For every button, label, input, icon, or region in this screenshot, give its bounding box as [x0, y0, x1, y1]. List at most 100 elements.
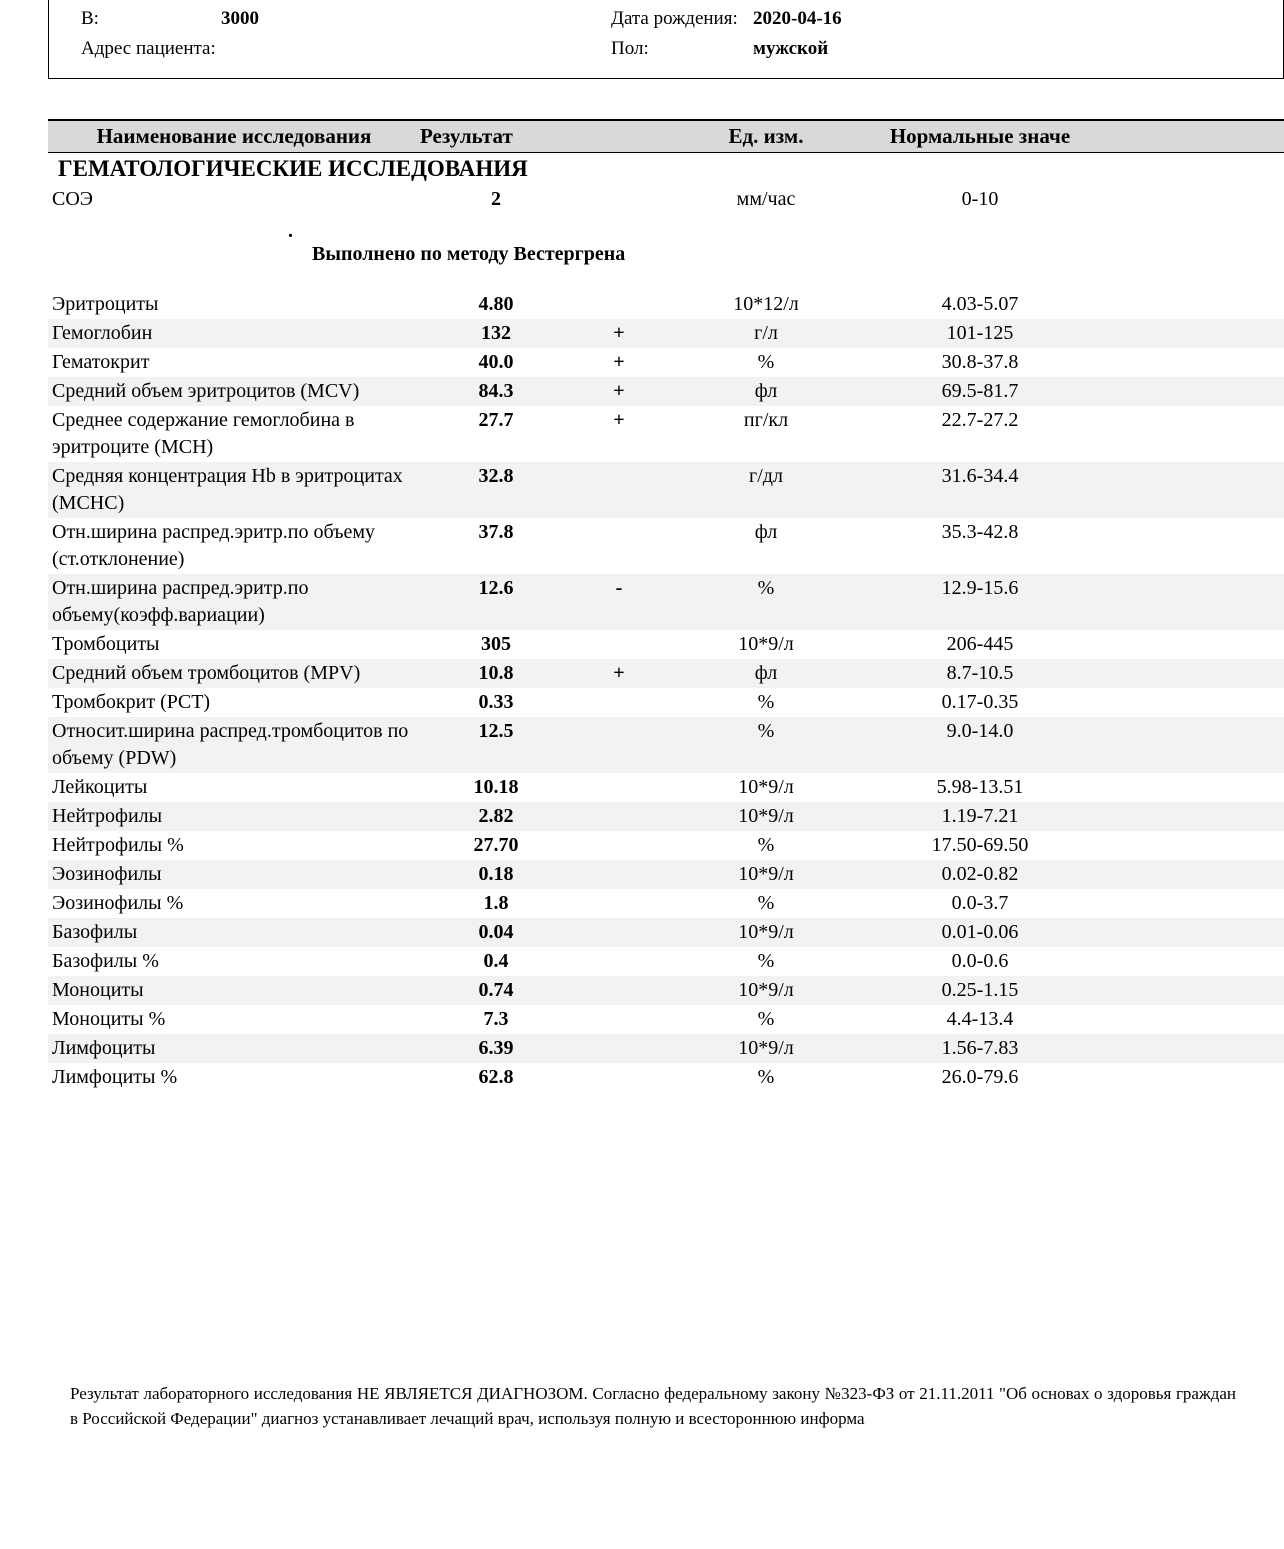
- row-flag: [576, 290, 662, 319]
- table-row: Моноциты %7.3%4.4-13.4: [48, 1005, 1284, 1034]
- table-row: Отн.ширина распред.эритр.по объему(коэфф…: [48, 574, 1284, 630]
- row-unit: г/дл: [662, 462, 870, 518]
- row-unit: %: [662, 947, 870, 976]
- row-ref: 0.17-0.35: [870, 688, 1090, 717]
- table-row: Эритроциты4.8010*12/л4.03-5.07: [48, 290, 1284, 319]
- row-result: 2: [416, 185, 576, 214]
- header-result: Результат: [416, 121, 576, 152]
- row-flag: [576, 831, 662, 860]
- row-unit: %: [662, 831, 870, 860]
- label-addr: Адрес пациента:: [81, 38, 221, 60]
- row-ref: 101-125: [870, 319, 1090, 348]
- table-row: Тромбокрит (PCT)0.33%0.17-0.35: [48, 688, 1284, 717]
- patient-row-1: В: 3000 Дата рождения: 2020-04-16: [49, 4, 1283, 34]
- label-dob: Дата рождения:: [611, 8, 753, 30]
- row-ref: 35.3-42.8: [870, 518, 1090, 574]
- table-row: Средняя концентрация Hb в эритроцитах (M…: [48, 462, 1284, 518]
- row-result: 132: [416, 319, 576, 348]
- row-unit: %: [662, 574, 870, 630]
- row-unit: г/л: [662, 319, 870, 348]
- method-note-block: . Выполнено по методу Вестергрена: [48, 214, 1284, 290]
- table-row: Лимфоциты6.3910*9/л1.56-7.83: [48, 1034, 1284, 1063]
- row-result: 0.74: [416, 976, 576, 1005]
- header-name: Наименование исследования: [48, 121, 416, 152]
- row-result: 37.8: [416, 518, 576, 574]
- row-unit: %: [662, 889, 870, 918]
- header-ref: Нормальные значе: [870, 121, 1090, 152]
- row-ref: 4.03-5.07: [870, 290, 1090, 319]
- table-row: Среднее содержание гемоглобина в эритроц…: [48, 406, 1284, 462]
- row-result: 62.8: [416, 1063, 576, 1092]
- row-unit: 10*9/л: [662, 630, 870, 659]
- row-name: Эозинофилы: [48, 860, 416, 889]
- row-flag: [576, 860, 662, 889]
- row-flag: [576, 1063, 662, 1092]
- value-b: 3000: [221, 8, 611, 30]
- table-row: Гематокрит40.0+%30.8-37.8: [48, 348, 1284, 377]
- row-name: Отн.ширина распред.эритр.по объему(коэфф…: [48, 574, 416, 630]
- row-name: Гематокрит: [48, 348, 416, 377]
- row-ref: 31.6-34.4: [870, 462, 1090, 518]
- table-row: Эозинофилы %1.8%0.0-3.7: [48, 889, 1284, 918]
- row-name: Эозинофилы %: [48, 889, 416, 918]
- row-ref: 26.0-79.6: [870, 1063, 1090, 1092]
- header-flag: [576, 121, 662, 152]
- row-flag: +: [576, 377, 662, 406]
- label-sex: Пол:: [611, 38, 753, 60]
- row-unit: 10*9/л: [662, 860, 870, 889]
- row-result: 0.33: [416, 688, 576, 717]
- row-name: Тромбокрит (PCT): [48, 688, 416, 717]
- value-dob: 2020-04-16: [753, 8, 842, 30]
- row-name: Лейкоциты: [48, 773, 416, 802]
- row-flag: [576, 889, 662, 918]
- footer-disclaimer: Результат лабораторного исследования НЕ …: [70, 1382, 1236, 1431]
- row-result: 7.3: [416, 1005, 576, 1034]
- section-title: ГЕМАТОЛОГИЧЕСКИЕ ИССЛЕДОВАНИЯ: [48, 153, 1284, 185]
- row-ref: 0-10: [870, 185, 1090, 214]
- row-unit: %: [662, 688, 870, 717]
- table-row: Базофилы0.0410*9/л0.01-0.06: [48, 918, 1284, 947]
- row-unit: %: [662, 1063, 870, 1092]
- row-name: СОЭ: [48, 185, 416, 214]
- table-row: Отн.ширина распред.эритр.по объему (ст.о…: [48, 518, 1284, 574]
- value-addr: [221, 38, 611, 60]
- row-flag: [576, 1005, 662, 1034]
- row-unit: %: [662, 1005, 870, 1034]
- row-result: 305: [416, 630, 576, 659]
- row-name: Моноциты: [48, 976, 416, 1005]
- row-ref: 17.50-69.50: [870, 831, 1090, 860]
- row-result: 32.8: [416, 462, 576, 518]
- table-header-row: Наименование исследования Результат Ед. …: [48, 121, 1284, 153]
- row-flag: [576, 802, 662, 831]
- row-result: 0.4: [416, 947, 576, 976]
- row-result: 12.5: [416, 717, 576, 773]
- row-name: Эритроциты: [48, 290, 416, 319]
- table-row: Лимфоциты %62.8%26.0-79.6: [48, 1063, 1284, 1092]
- row-ref: 0.02-0.82: [870, 860, 1090, 889]
- table-row: Моноциты0.7410*9/л0.25-1.15: [48, 976, 1284, 1005]
- row-result: 12.6: [416, 574, 576, 630]
- row-name: Нейтрофилы %: [48, 831, 416, 860]
- row-unit: 10*9/л: [662, 802, 870, 831]
- table-row: Средний объем тромбоцитов (MPV)10.8+фл8.…: [48, 659, 1284, 688]
- row-name: Моноциты %: [48, 1005, 416, 1034]
- table-row: Базофилы %0.4%0.0-0.6: [48, 947, 1284, 976]
- row-unit: 10*9/л: [662, 1034, 870, 1063]
- method-note-text: Выполнено по методу Вестергрена: [48, 243, 1284, 266]
- row-unit: 10*12/л: [662, 290, 870, 319]
- row-name: Отн.ширина распред.эритр.по объему (ст.о…: [48, 518, 416, 574]
- row-name: Средняя концентрация Hb в эритроцитах (M…: [48, 462, 416, 518]
- row-ref: 1.19-7.21: [870, 802, 1090, 831]
- row-flag: [576, 947, 662, 976]
- row-result: 6.39: [416, 1034, 576, 1063]
- row-name: Средний объем эритроцитов (MCV): [48, 377, 416, 406]
- row-flag: +: [576, 348, 662, 377]
- row-unit: %: [662, 717, 870, 773]
- value-sex: мужской: [753, 38, 828, 60]
- table-row: Нейтрофилы2.8210*9/л1.19-7.21: [48, 802, 1284, 831]
- row-flag: +: [576, 319, 662, 348]
- row-ref: 0.01-0.06: [870, 918, 1090, 947]
- row-unit: 10*9/л: [662, 773, 870, 802]
- row-flag: [576, 976, 662, 1005]
- table-row: Нейтрофилы %27.70%17.50-69.50: [48, 831, 1284, 860]
